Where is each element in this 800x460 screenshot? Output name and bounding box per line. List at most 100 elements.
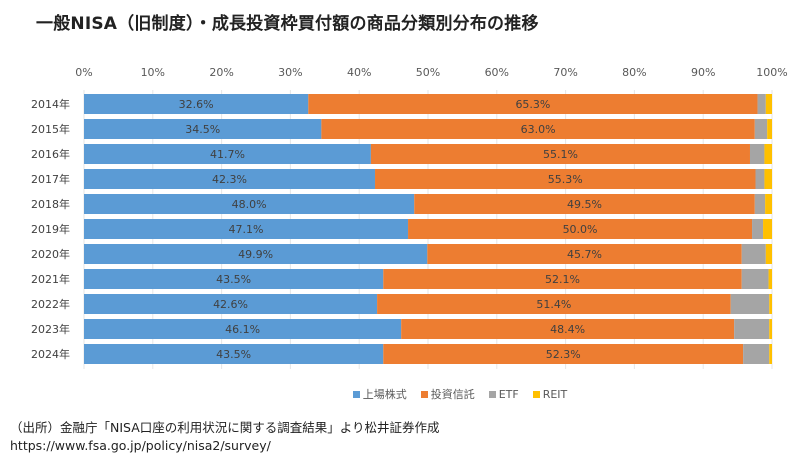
bar-segment-ETF bbox=[734, 319, 770, 339]
bar-segment-投資信託 bbox=[383, 344, 744, 364]
data-label: 55.1% bbox=[543, 148, 578, 161]
y-category-label: 2016年 bbox=[31, 147, 70, 161]
bar-segment-投資信託 bbox=[377, 294, 731, 314]
y-category-label: 2014年 bbox=[31, 97, 70, 111]
bar-segment-ETF bbox=[749, 144, 765, 164]
bar-segment-上場株式 bbox=[84, 144, 371, 164]
bar-segment-上場株式 bbox=[84, 219, 409, 239]
bar-segment-REIT bbox=[765, 194, 772, 214]
bar-segment-投資信託 bbox=[383, 269, 742, 289]
data-label: 52.3% bbox=[546, 348, 581, 361]
legend-swatch-funds bbox=[420, 390, 428, 398]
bar-segment-投資信託 bbox=[408, 219, 753, 239]
legend-label-funds: 投資信託 bbox=[430, 388, 475, 401]
data-label: 41.7% bbox=[210, 148, 245, 161]
x-tick-label: 30% bbox=[278, 66, 302, 79]
bar-segment-ETF bbox=[741, 244, 766, 264]
bar-segment-上場株式 bbox=[84, 294, 378, 314]
x-tick-label: 100% bbox=[756, 66, 787, 79]
bar-segment-REIT bbox=[763, 219, 772, 239]
y-category-label: 2015年 bbox=[31, 122, 70, 136]
bar-segment-REIT bbox=[768, 269, 772, 289]
y-category-label: 2024年 bbox=[31, 347, 70, 361]
data-label: 50.0% bbox=[563, 223, 598, 236]
bar-segment-投資信託 bbox=[401, 319, 735, 339]
bar-segment-ETF bbox=[754, 119, 768, 139]
source-line: （出所）金融庁「NISA口座の利用状況に関する調査結果」より松井証券作成 bbox=[10, 420, 440, 435]
bar-segment-投資信託 bbox=[308, 94, 758, 114]
legend: 上場株式 投資信託 ETF REIT bbox=[0, 386, 800, 402]
data-label: 45.7% bbox=[567, 248, 602, 261]
legend-item-reit: REIT bbox=[532, 386, 568, 402]
data-label: 42.3% bbox=[212, 173, 247, 186]
bar-segment-上場株式 bbox=[84, 344, 384, 364]
data-label: 63.0% bbox=[521, 123, 556, 136]
bar-segment-上場株式 bbox=[84, 269, 384, 289]
legend-label-stocks: 上場株式 bbox=[362, 388, 407, 401]
bar-segment-投資信託 bbox=[414, 194, 755, 214]
bar-segment-ETF bbox=[743, 344, 770, 364]
bar-segment-投資信託 bbox=[370, 144, 750, 164]
x-tick-label: 40% bbox=[347, 66, 371, 79]
x-tick-label: 60% bbox=[485, 66, 509, 79]
legend-swatch-etf bbox=[488, 390, 496, 398]
data-label: 48.0% bbox=[232, 198, 267, 211]
legend-swatch-reit bbox=[532, 390, 540, 398]
source-url: https://www.fsa.go.jp/policy/nisa2/surve… bbox=[10, 438, 271, 453]
x-tick-label: 10% bbox=[141, 66, 165, 79]
data-label: 55.3% bbox=[548, 173, 583, 186]
y-category-label: 2019年 bbox=[31, 222, 70, 236]
data-label: 42.6% bbox=[213, 298, 248, 311]
legend-label-reit: REIT bbox=[542, 387, 568, 401]
legend-item-etf: ETF bbox=[488, 386, 519, 402]
data-label: 49.9% bbox=[238, 248, 273, 261]
bar-segment-REIT bbox=[764, 169, 772, 189]
bar-segment-ETF bbox=[741, 269, 769, 289]
data-label: 65.3% bbox=[515, 98, 550, 111]
legend-label-etf: ETF bbox=[498, 387, 519, 401]
bar-segment-投資信託 bbox=[321, 119, 755, 139]
bar-segment-投資信託 bbox=[375, 169, 756, 189]
bar-segment-上場株式 bbox=[84, 244, 428, 264]
x-tick-label: 80% bbox=[622, 66, 646, 79]
bar-segment-REIT bbox=[765, 244, 772, 264]
data-label: 49.5% bbox=[567, 198, 602, 211]
bar-segment-上場株式 bbox=[84, 119, 322, 139]
bar-segment-REIT bbox=[765, 94, 772, 114]
legend-item-funds: 投資信託 bbox=[420, 386, 475, 402]
bar-segment-ETF bbox=[755, 169, 765, 189]
data-label: 47.1% bbox=[229, 223, 264, 236]
data-label: 52.1% bbox=[545, 273, 580, 286]
data-label: 34.5% bbox=[185, 123, 220, 136]
x-tick-label: 0% bbox=[75, 66, 92, 79]
legend-swatch-stocks bbox=[352, 390, 360, 398]
y-category-label: 2020年 bbox=[31, 247, 70, 261]
bar-segment-REIT bbox=[769, 344, 772, 364]
bar-segment-REIT bbox=[769, 319, 772, 339]
bar-segment-ETF bbox=[754, 194, 766, 214]
bar-segment-REIT bbox=[769, 294, 772, 314]
y-category-label: 2018年 bbox=[31, 197, 70, 211]
x-tick-label: 50% bbox=[416, 66, 440, 79]
chart-title: 一般NISA（旧制度）・成長投資枠買付額の商品分類別分布の推移 bbox=[36, 14, 539, 34]
bar-segment-上場株式 bbox=[84, 169, 376, 189]
bar-segment-ETF bbox=[730, 294, 770, 314]
x-tick-label: 90% bbox=[691, 66, 715, 79]
bar-segment-投資信託 bbox=[427, 244, 742, 264]
bar-segment-ETF bbox=[757, 94, 766, 114]
data-label: 46.1% bbox=[225, 323, 260, 336]
bar-segment-上場株式 bbox=[84, 319, 402, 339]
legend-item-stocks: 上場株式 bbox=[352, 386, 407, 402]
y-category-label: 2022年 bbox=[31, 297, 70, 311]
x-tick-label: 20% bbox=[209, 66, 233, 79]
bar-segment-REIT bbox=[764, 144, 772, 164]
bar-segment-上場株式 bbox=[84, 194, 415, 214]
bar-segment-上場株式 bbox=[84, 94, 309, 114]
bar-segment-REIT bbox=[767, 119, 772, 139]
data-label: 32.6% bbox=[179, 98, 214, 111]
data-label: 51.4% bbox=[536, 298, 571, 311]
data-label: 43.5% bbox=[216, 273, 251, 286]
data-label: 43.5% bbox=[216, 348, 251, 361]
x-tick-label: 70% bbox=[553, 66, 577, 79]
